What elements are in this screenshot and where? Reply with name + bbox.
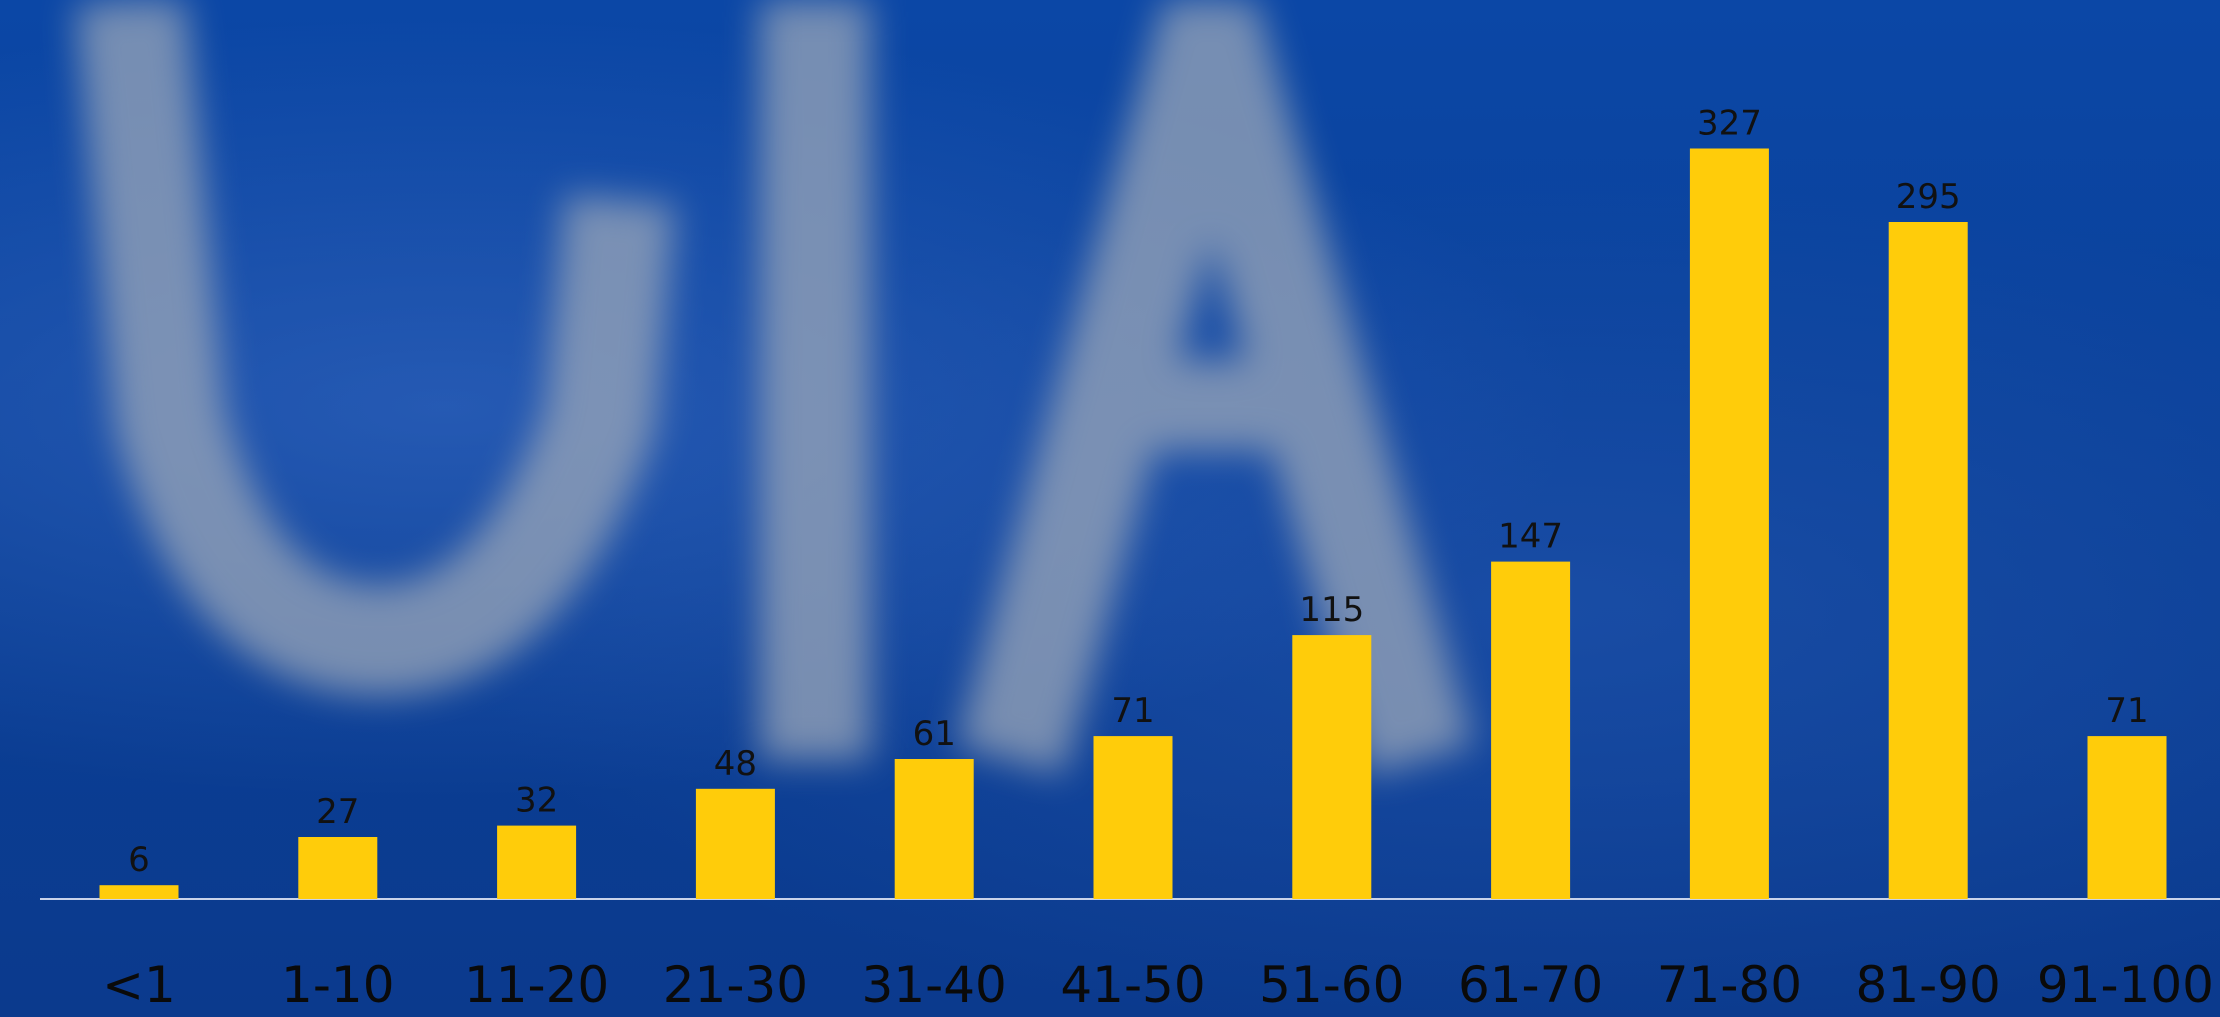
value-label-10: 71 [2105, 691, 2148, 731]
bar-8 [1689, 148, 1769, 899]
bar-7 [1491, 561, 1571, 899]
bar-10 [2087, 736, 2167, 899]
x-tick-labels-group: <1 1-10 11-20 21-30 31-40 41-50 51-60 61-70 71-8… [102, 956, 2214, 1014]
x-tick-label-0: <1 [102, 956, 176, 1014]
bar-6 [1292, 635, 1372, 899]
x-tick-label-7: 61-70 [1458, 956, 1603, 1014]
bar-9 [1888, 222, 1968, 899]
value-labels-group: 6 27 32 48 61 71 115 147 327 295 71 [128, 104, 2148, 881]
x-tick-label-1: 1-10 [281, 956, 394, 1014]
x-tick-label-4: 31-40 [862, 956, 1007, 1014]
x-tick-label-5: 41-50 [1060, 956, 1205, 1014]
bar-2 [497, 825, 577, 899]
x-tick-label-10: 91-100 [2037, 956, 2214, 1014]
bar-0 [99, 885, 179, 899]
bar-5 [1093, 736, 1173, 899]
x-tick-label-8: 71-80 [1657, 956, 1802, 1014]
x-tick-label-3: 21-30 [663, 956, 808, 1014]
value-label-9: 295 [1896, 177, 1961, 217]
value-label-7: 147 [1498, 517, 1563, 557]
value-label-3: 48 [714, 744, 757, 784]
bar-1 [298, 837, 378, 899]
x-tick-label-2: 11-20 [464, 956, 609, 1014]
bars-group [99, 148, 2167, 899]
value-label-2: 32 [515, 781, 558, 821]
x-tick-label-9: 81-90 [1856, 956, 2001, 1014]
x-tick-label-6: 51-60 [1259, 956, 1404, 1014]
value-label-4: 61 [913, 714, 956, 754]
value-label-0: 6 [128, 840, 150, 880]
bar-3 [695, 788, 775, 899]
value-label-8: 327 [1697, 104, 1762, 144]
value-label-5: 71 [1111, 691, 1154, 731]
bar-4 [894, 759, 974, 899]
value-label-1: 27 [316, 792, 359, 832]
value-label-6: 115 [1299, 590, 1364, 630]
